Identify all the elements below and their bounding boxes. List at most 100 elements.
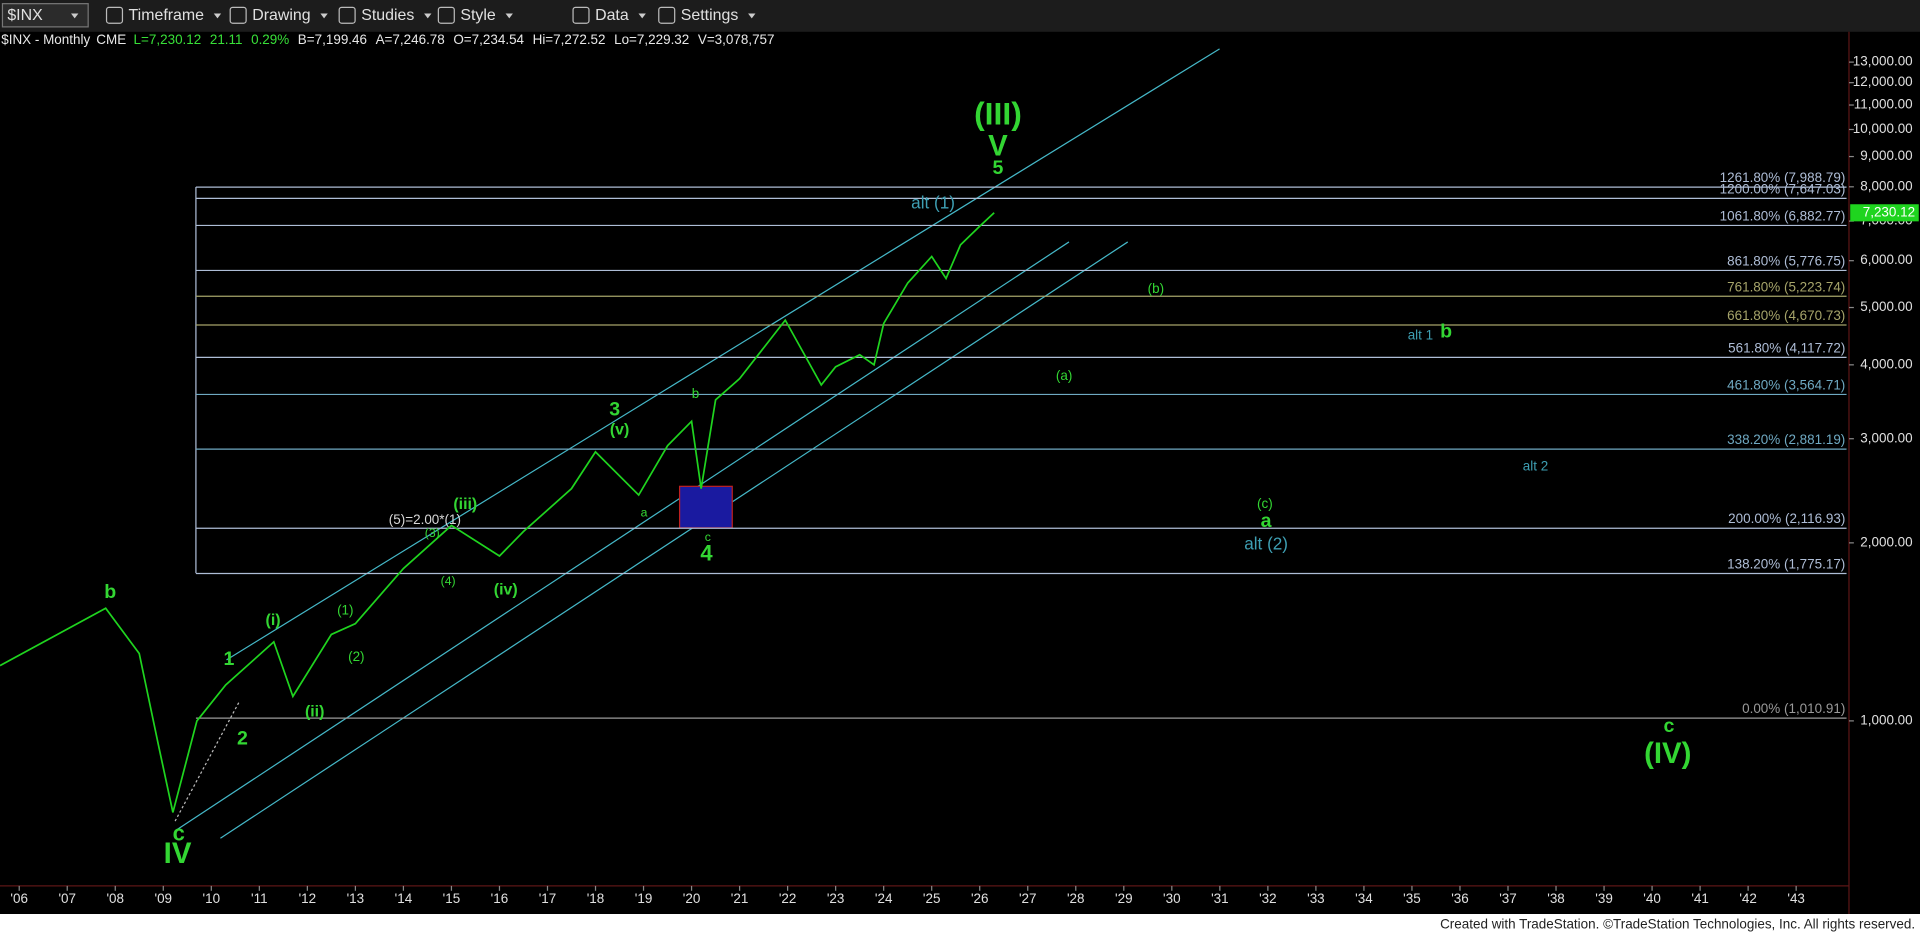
toolbar-icon [658,6,676,24]
x-tick-label: '41 [1691,891,1709,906]
toolbar-button[interactable]: Timeframe [129,7,205,24]
plot-layer: $INX - Monthly CME L=7,230.12 21.11 0.29% B=7… [0,32,1919,906]
x-tick-label: '30 [1163,891,1181,906]
footer-bar [0,914,1920,936]
x-tick-label: '16 [491,891,509,906]
fib-level-label: 561.80% (4,117.72) [1728,340,1845,355]
x-tick-label: '29 [1115,891,1133,906]
wave-label: 5 [993,157,1004,179]
toolbar-button[interactable]: Studies [361,7,414,24]
wave-label: (III) [974,96,1022,132]
x-tick-label: '35 [1403,891,1421,906]
wave-label: (4) [441,574,456,588]
quote-field: V=3,078,757 [698,32,775,47]
wave-label: alt (1) [911,194,955,213]
x-tick-label: '21 [731,891,749,906]
x-tick-label: '23 [827,891,845,906]
symbol-label: $INX - Monthly [1,32,90,47]
wave-label: (2) [348,649,364,664]
symbol-input[interactable]: $INX [7,7,43,24]
wave-label: 4 [700,541,713,566]
wave-label: (3) [425,526,440,540]
x-tick-label: '34 [1355,891,1373,906]
fib-level-label: 461.80% (3,564.71) [1727,377,1845,392]
x-tick-label: '15 [443,891,461,906]
x-tick-label: '33 [1307,891,1325,906]
toolbar-items: Timeframe Drawing Studies Style Data Settings [105,6,756,24]
wave-label: alt 1 [1408,328,1433,343]
x-tick-label: '27 [1019,891,1037,906]
x-tick-label: '42 [1739,891,1757,906]
wave-label: c [705,530,711,544]
x-tick-label: '17 [539,891,557,906]
y-tick-label: 4,000.00 [1860,356,1912,371]
wave-label: b [692,386,699,401]
wave-label: (i) [266,612,281,629]
wave-label: alt 2 [1523,458,1548,473]
x-tick-label: '38 [1547,891,1565,906]
toolbar-icon [572,6,590,24]
dropdown-arrow [424,13,432,19]
symbol-box[interactable] [1,3,89,28]
channel-upper [226,48,1220,661]
wave-label: c [173,820,185,845]
x-tick-label: '36 [1451,891,1469,906]
wave-label: V [988,130,1008,163]
dropdown-arrow [320,13,328,19]
x-tick-label: '26 [971,891,989,906]
fib-level-label: 761.80% (5,223.74) [1727,279,1845,294]
wave-label: (iii) [453,496,477,513]
x-tick-label: '28 [1067,891,1085,906]
fib-level-label: 661.80% (4,670.73) [1727,308,1845,323]
fib-level-label: 1261.80% (7,988.79) [1720,170,1846,185]
x-tick-label: '22 [779,891,797,906]
wave-label: b [104,581,116,603]
channel-lower [220,241,1129,839]
y-tick-label: 1,000.00 [1860,712,1912,727]
y-tick-label: 13,000.00 [1853,54,1913,69]
wave-label: (IV) [1644,737,1691,770]
toolbar-button[interactable]: Drawing [252,7,310,24]
x-tick-label: '07 [58,891,76,906]
toolbar-button[interactable]: Style [460,7,496,24]
x-tick-label: '12 [299,891,317,906]
y-tick-label: 2,000.00 [1860,534,1912,549]
quote-field: O=7,234.54 [453,32,524,47]
wave-label: 3 [609,399,620,421]
y-tick-label: 10,000.00 [1853,121,1913,136]
quote-field: Hi=7,272.52 [533,32,606,47]
dropdown-arrow [748,13,756,19]
fib-level-label: 200.00% (2,116.93) [1728,511,1845,526]
y-tick-label: 5,000.00 [1860,299,1912,314]
target-box [678,485,733,529]
dropdown-arrow [638,13,646,19]
x-tick-label: '13 [347,891,365,906]
x-tick-label: '06 [10,891,28,906]
x-tick-label: '24 [875,891,893,906]
wave-label: c [1664,715,1675,737]
y-tick-label: 6,000.00 [1860,252,1912,267]
x-tick-label: '25 [923,891,941,906]
quote-field: B=7,199.46 [298,32,367,47]
y-tick-label: 11,000.00 [1854,97,1913,112]
last-price-label: 7,230.12 [1863,204,1915,219]
y-tick-label: 12,000.00 [1853,74,1913,89]
toolbar-icon [437,6,455,24]
wave-label: (b) [1148,281,1164,296]
quote-field: A=7,246.78 [376,32,445,47]
x-tick-label: '08 [106,891,124,906]
x-tick-label: '31 [1211,891,1229,906]
wave-label: a [641,505,648,519]
dropdown-arrow [505,13,513,19]
y-tick-label: 9,000.00 [1860,148,1912,163]
dropdown-arrow [213,13,222,19]
x-tick-label: '39 [1595,891,1613,906]
fib-level-label: 1061.80% (6,882.77) [1720,208,1846,223]
fib-level-label: 1200.00% (7,647.03) [1720,181,1846,196]
toolbar-button[interactable]: Data [595,7,629,24]
toolbar-button[interactable]: Settings [681,7,739,24]
fib-level-label: 861.80% (5,776.75) [1727,253,1845,268]
wave-label: 1 [224,648,235,670]
